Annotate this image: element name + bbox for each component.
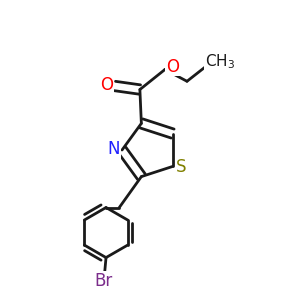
- Text: O: O: [166, 58, 179, 76]
- Text: S: S: [176, 158, 186, 176]
- Text: N: N: [107, 140, 120, 158]
- Text: O: O: [100, 76, 113, 94]
- Text: Br: Br: [94, 272, 113, 290]
- Text: CH$_3$: CH$_3$: [205, 52, 235, 71]
